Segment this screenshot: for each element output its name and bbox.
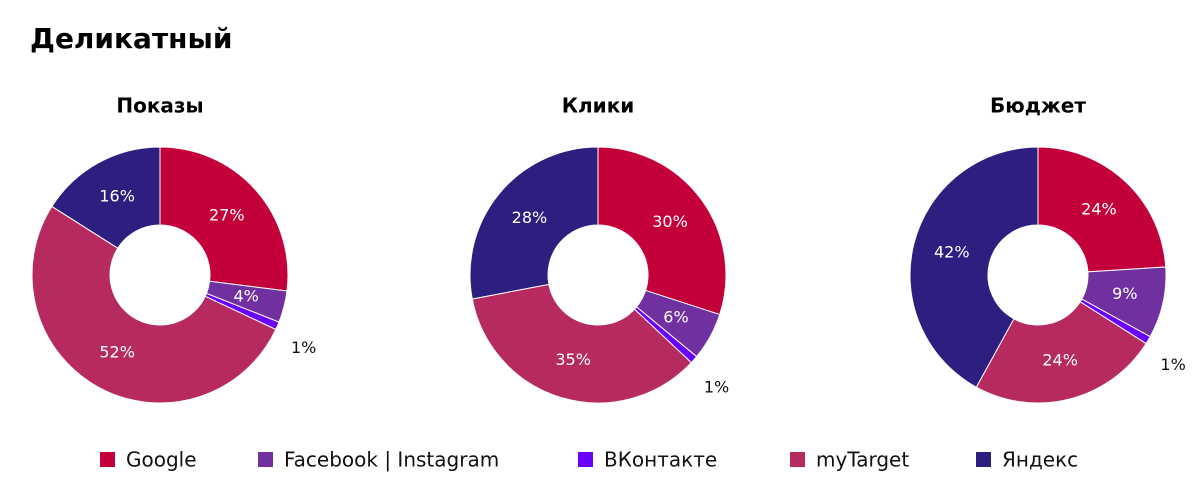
legend-swatch xyxy=(790,452,805,467)
value-label: 1% xyxy=(291,338,316,357)
value-label: 28% xyxy=(512,208,548,227)
value-label: 24% xyxy=(1042,351,1078,370)
value-label: 42% xyxy=(934,242,970,261)
legend-label: Google xyxy=(126,448,197,472)
donut-slice xyxy=(909,146,1039,388)
value-label: 27% xyxy=(209,206,245,225)
legend-swatch xyxy=(100,452,115,467)
legend-label: myTarget xyxy=(816,448,909,472)
page-title: Деликатный xyxy=(30,22,232,55)
value-label: 6% xyxy=(663,307,688,326)
value-label: 16% xyxy=(99,187,135,206)
value-label: 1% xyxy=(704,378,729,397)
donut-slice xyxy=(471,283,693,404)
value-label: 9% xyxy=(1112,284,1137,303)
chart-title: Показы xyxy=(116,94,203,118)
value-label: 30% xyxy=(652,212,688,231)
donut-slice xyxy=(469,146,599,300)
value-label: 52% xyxy=(99,342,135,361)
value-label: 1% xyxy=(1160,355,1185,374)
donut-slice xyxy=(31,205,277,404)
donut-slice xyxy=(1037,146,1167,273)
donut-slice xyxy=(975,301,1147,404)
value-label: 35% xyxy=(555,350,591,369)
legend-label: ВКонтакте xyxy=(604,448,717,472)
donut-slice xyxy=(159,146,289,292)
chart-title: Клики xyxy=(562,94,635,118)
value-label: 24% xyxy=(1081,200,1117,219)
legend-label: Яндекс xyxy=(1002,448,1078,472)
legend-swatch xyxy=(258,452,273,467)
chart-title: Бюджет xyxy=(990,94,1086,118)
legend-swatch xyxy=(976,452,991,467)
donut-slice xyxy=(597,146,727,316)
donut-slice xyxy=(51,146,161,249)
legend-swatch xyxy=(578,452,593,467)
value-label: 4% xyxy=(234,287,259,306)
legend-label: Facebook | Instagram xyxy=(284,448,499,472)
